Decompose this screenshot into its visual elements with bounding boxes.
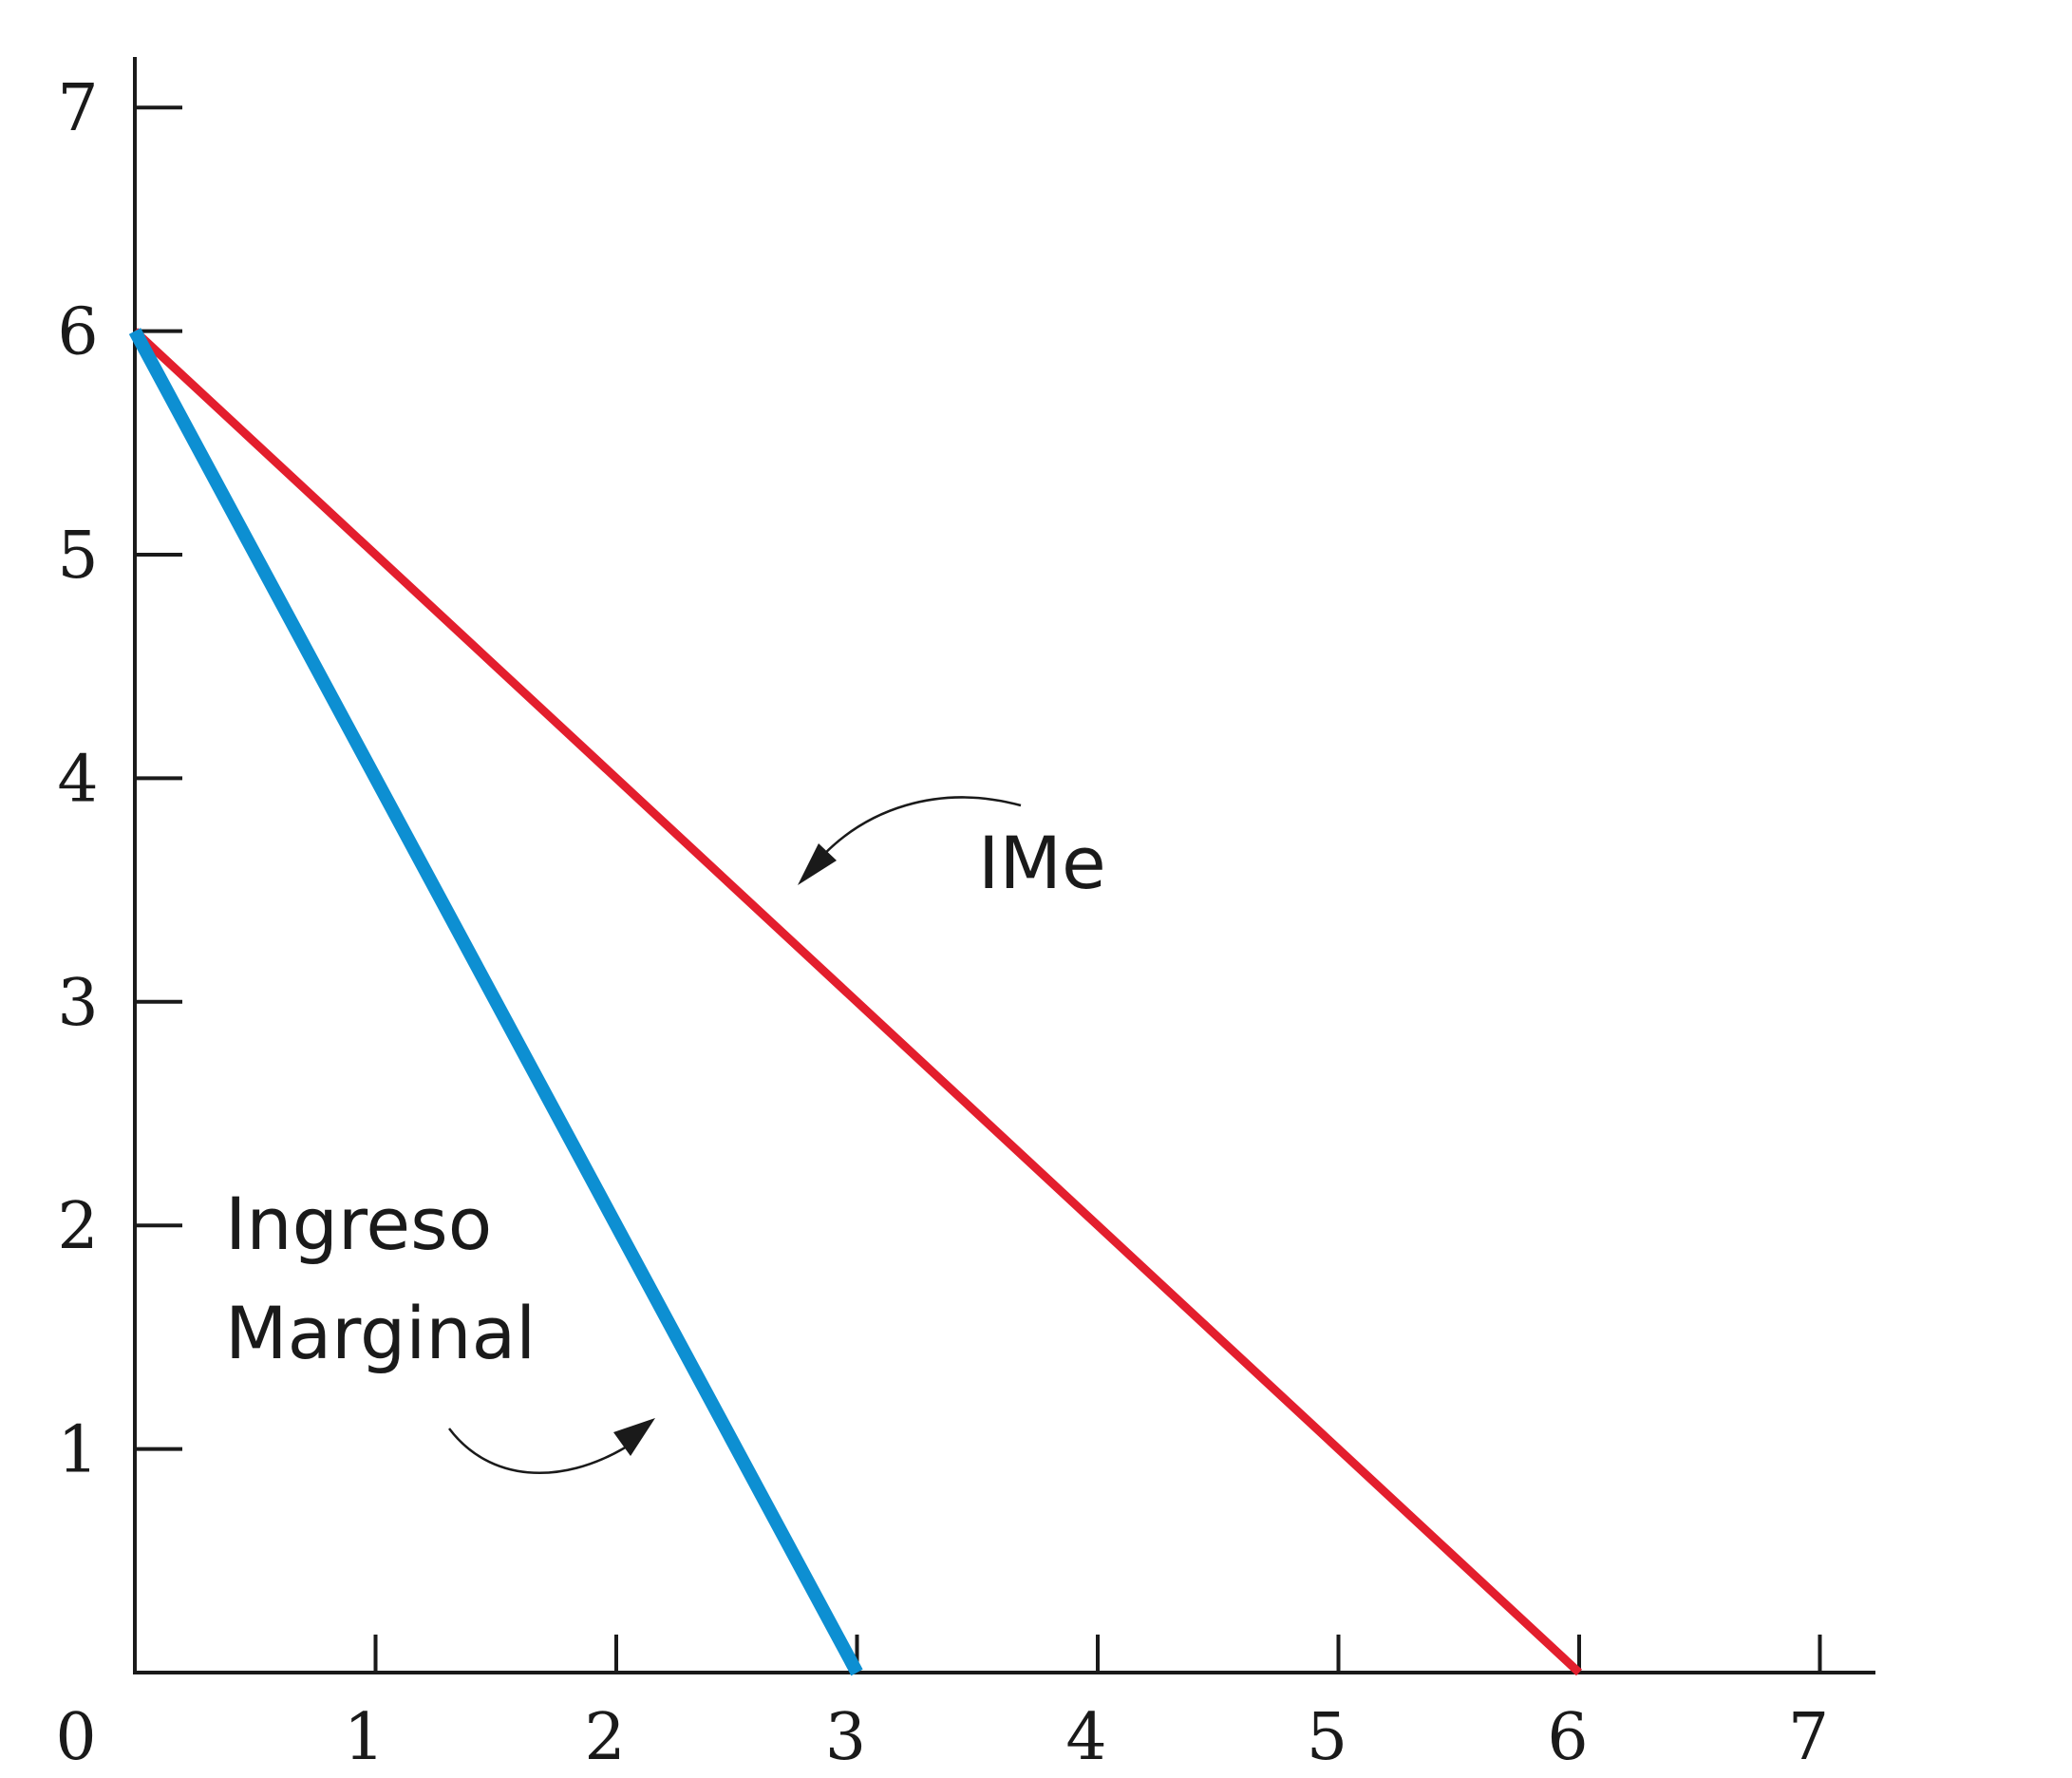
x-tick-label: 7 <box>1788 1700 1829 1775</box>
x-tick-label: 3 <box>825 1700 866 1775</box>
y-tick-label: 1 <box>57 1413 98 1488</box>
ticks: 0 1 2 3 4 5 6 7 1 2 3 4 5 6 7 <box>55 71 1829 1775</box>
x-tick-label: 1 <box>344 1700 385 1775</box>
img-label-line1: Ingreso <box>225 1182 492 1266</box>
y-tick-label: 6 <box>57 295 98 370</box>
x-tick-label: 0 <box>55 1700 96 1775</box>
series-line-ingreso-marginal <box>128 328 863 1676</box>
img-label-line2: Marginal <box>225 1291 536 1375</box>
y-tick-label: 3 <box>57 966 98 1041</box>
ime-label: IMe <box>978 821 1106 905</box>
img-arrow <box>448 1428 628 1475</box>
series <box>128 328 1583 1676</box>
y-tick-label: 2 <box>57 1189 98 1264</box>
axes <box>133 57 1875 1674</box>
y-tick-label: 7 <box>57 71 98 146</box>
x-tick-label: 6 <box>1547 1700 1588 1775</box>
img-arrowhead <box>613 1418 655 1456</box>
x-tick-label: 5 <box>1307 1700 1347 1775</box>
ime-arrow <box>814 796 1022 865</box>
series-line-ime <box>131 328 1583 1676</box>
x-tick-label: 2 <box>584 1700 625 1775</box>
y-tick-label: 5 <box>57 519 98 594</box>
x-tick-label: 4 <box>1065 1700 1106 1775</box>
annotations: IMe Ingreso Marginal <box>225 796 1106 1475</box>
ime-arrowhead <box>798 843 837 885</box>
y-tick-label: 4 <box>57 742 98 817</box>
